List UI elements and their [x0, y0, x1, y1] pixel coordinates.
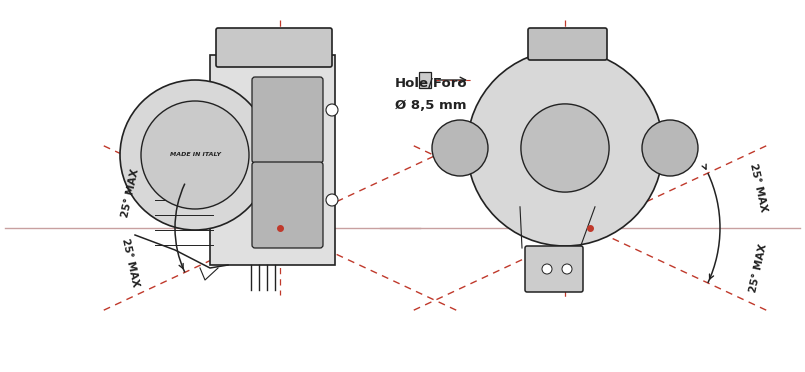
- Circle shape: [480, 73, 640, 233]
- FancyBboxPatch shape: [216, 28, 332, 67]
- Circle shape: [141, 101, 249, 209]
- Circle shape: [326, 194, 338, 206]
- Bar: [419, 72, 431, 88]
- Text: 25° MAX: 25° MAX: [120, 168, 141, 218]
- Circle shape: [432, 120, 488, 176]
- Text: 25° MAX: 25° MAX: [120, 238, 141, 288]
- FancyBboxPatch shape: [252, 77, 323, 163]
- Circle shape: [467, 50, 663, 246]
- Circle shape: [521, 104, 609, 192]
- Text: MADE IN ITALY: MADE IN ITALY: [170, 153, 221, 157]
- Text: 25° MAX: 25° MAX: [748, 163, 769, 213]
- Bar: [210, 55, 335, 265]
- Circle shape: [326, 104, 338, 116]
- Text: Hole/Foro: Hole/Foro: [395, 77, 468, 90]
- Circle shape: [120, 80, 270, 230]
- Text: Ø 8,5 mm: Ø 8,5 mm: [395, 99, 467, 112]
- FancyBboxPatch shape: [525, 246, 583, 292]
- Circle shape: [562, 264, 572, 274]
- FancyBboxPatch shape: [528, 28, 607, 60]
- Circle shape: [542, 264, 552, 274]
- FancyBboxPatch shape: [252, 162, 323, 248]
- Circle shape: [642, 120, 698, 176]
- Text: 25° MAX: 25° MAX: [748, 243, 769, 294]
